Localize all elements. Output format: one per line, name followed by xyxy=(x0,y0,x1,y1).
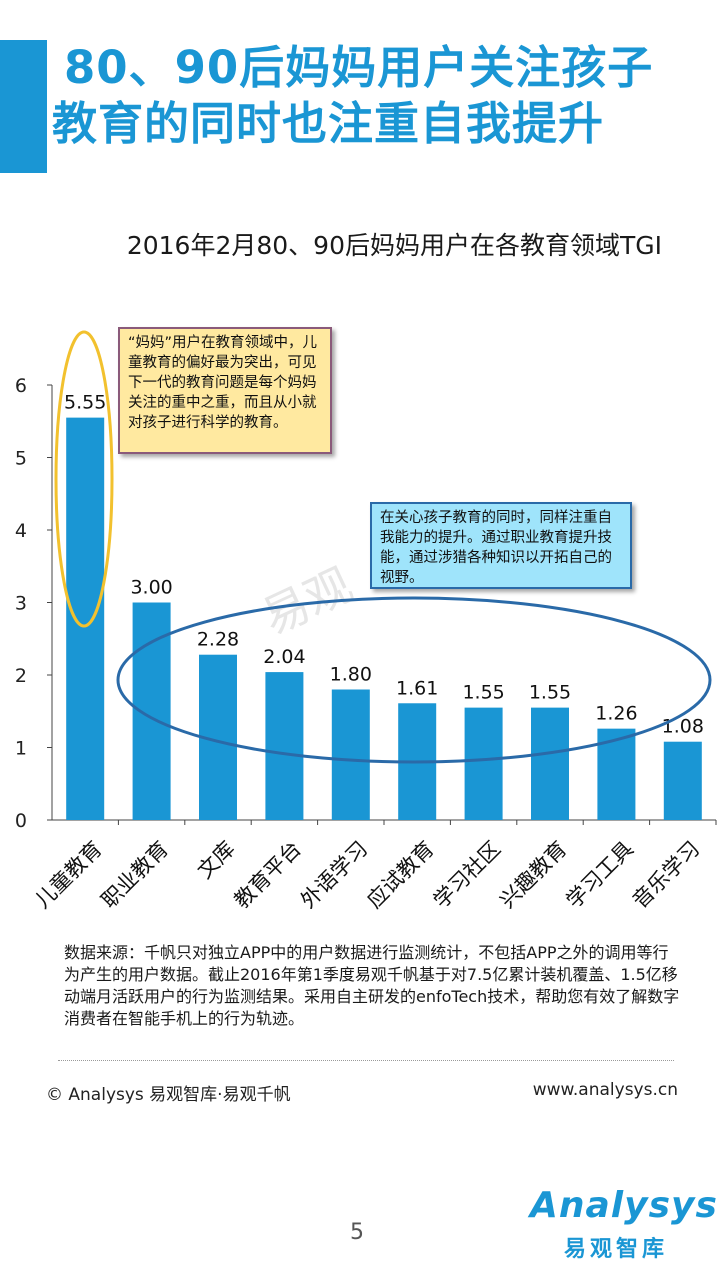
logo-chinese-name: 易观智库 xyxy=(564,1237,669,1262)
y-tick-label: 1 xyxy=(15,738,27,760)
bar-value-label: 3.00 xyxy=(130,577,172,599)
bar xyxy=(464,707,503,820)
bar-value-label: 1.08 xyxy=(662,716,704,738)
y-tick-label: 2 xyxy=(15,665,27,687)
page-title-line-1: 80、90后妈妈用户关注孩子 xyxy=(64,41,654,94)
bar-value-label: 1.55 xyxy=(529,682,571,704)
bar xyxy=(531,707,569,820)
x-category-label: 兴趣教育 xyxy=(495,837,571,913)
chart-title: 2016年2月80、90后妈妈用户在各教育领域TGI xyxy=(126,231,662,260)
bar-value-label: 2.28 xyxy=(197,629,239,651)
bar xyxy=(66,417,105,820)
page-number: 5 xyxy=(350,1220,364,1245)
callout-self-improvement: 在关心孩子教育的同时，同样注重自我能力的提升。通过职业教育提升技能，通过涉猎各种… xyxy=(370,502,632,589)
bar xyxy=(265,672,304,820)
y-tick-label: 3 xyxy=(15,593,27,615)
callout-child-education: “妈妈”用户在教育领域中，儿童教育的偏好最为突出，可见下一代的教育问题是每个妈妈… xyxy=(118,327,332,454)
highlight-ellipse-child xyxy=(54,330,114,628)
analysys-logo: Analysys 易观智库 xyxy=(530,1185,717,1265)
bar-value-label: 1.61 xyxy=(396,677,438,699)
page-title: 80、90后妈妈用户关注孩子 教育的同时也注重自我提升 xyxy=(52,40,712,152)
x-category-label: 教育平台 xyxy=(230,837,306,913)
y-tick-label: 0 xyxy=(15,810,27,832)
logo-wordmark: Analysys xyxy=(530,1185,718,1226)
x-category-label: 应试教育 xyxy=(362,837,438,913)
bar-value-label: 1.55 xyxy=(462,682,504,704)
highlight-ellipse-others xyxy=(116,596,712,764)
x-category-label: 儿童教育 xyxy=(30,837,106,913)
copyright-text: © Analysys 易观智库·易观千帆 xyxy=(46,1085,291,1105)
page-title-line-2: 教育的同时也注重自我提升 xyxy=(52,97,605,150)
bar xyxy=(663,741,702,820)
y-tick-label: 5 xyxy=(15,448,27,470)
x-category-label: 文库 xyxy=(193,837,240,884)
x-category-label: 职业教育 xyxy=(97,837,173,913)
x-category-label: 音乐学习 xyxy=(628,837,704,913)
website-link[interactable]: www.analysys.cn xyxy=(532,1080,678,1100)
y-tick-label: 6 xyxy=(15,375,27,397)
bar-value-label: 1.80 xyxy=(330,664,372,686)
data-source-note: 数据来源：千帆只对独立APP中的用户数据进行监测统计，不包括APP之外的调用等行… xyxy=(64,943,680,1028)
x-category-label: 外语学习 xyxy=(296,837,372,913)
y-tick-label: 4 xyxy=(15,520,27,542)
bar-value-label: 5.55 xyxy=(64,392,106,414)
footer-divider xyxy=(58,1060,674,1061)
title-accent-bar xyxy=(0,40,47,173)
x-category-label: 学习工具 xyxy=(562,837,638,913)
bar-value-label: 1.26 xyxy=(595,703,637,725)
x-category-label: 学习社区 xyxy=(429,837,505,913)
bar-value-label: 2.04 xyxy=(263,646,305,668)
bar xyxy=(331,689,370,820)
